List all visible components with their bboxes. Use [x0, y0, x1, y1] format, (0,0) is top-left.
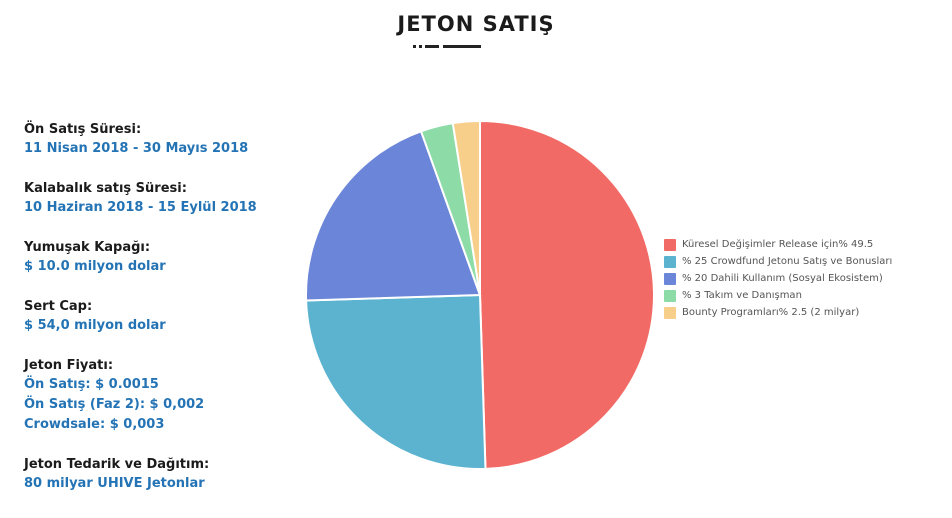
info-block: Jeton Fiyatı: Ön Satış: $ 0.0015 Ön Satış …: [24, 356, 294, 435]
legend-swatch: [664, 290, 676, 302]
legend-swatch: [664, 307, 676, 319]
legend-item: % 3 Takım ve Danışman: [664, 289, 894, 303]
legend-label: Bounty Programları% 2.5 (2 milyar): [682, 307, 860, 318]
chart-legend: Küresel Değişimler Release için% 49.5 % 2…: [664, 238, 894, 323]
info-value: $ 54,0 milyon dolar: [24, 318, 166, 333]
pie-slice-3: [305, 130, 482, 302]
pie-slice-5: [451, 119, 481, 296]
legend-label: % 25 Crowdfund Jetonu Satış ve Bonusları: [682, 256, 893, 267]
info-label: Jeton Tedarik ve Dağıtım:: [24, 457, 210, 472]
page-title: JETON SATIŞ: [397, 12, 555, 36]
legend-label: Küresel Değişimler Release için% 49.5: [682, 239, 874, 250]
info-label: Ön Satış Süresi:: [24, 122, 142, 137]
legend-item: Küresel Değişimler Release için% 49.5: [664, 238, 894, 252]
legend-swatch: [664, 239, 676, 251]
info-value: $ 10.0 milyon dolar: [24, 259, 166, 274]
info-label: Jeton Fiyatı:: [24, 358, 114, 373]
pie-slice-1: [479, 119, 655, 470]
legend-item: Bounty Programları% 2.5 (2 milyar): [664, 306, 894, 320]
info-block: Kalabalık satış Süresi: 10 Haziran 2018 -…: [24, 179, 294, 218]
legend-label: % 20 Dahili Kullanım (Sosyal Ekosistem): [682, 273, 883, 284]
info-value: 11 Nisan 2018 - 30 Mayıs 2018: [24, 141, 249, 156]
legend-swatch: [664, 256, 676, 268]
info-value: Ön Satış: $ 0.0015: [24, 377, 159, 392]
legend-item: % 20 Dahili Kullanım (Sosyal Ekosistem): [664, 272, 894, 286]
info-label: Kalabalık satış Süresi:: [24, 181, 187, 196]
legend-item: % 25 Crowdfund Jetonu Satış ve Bonusları: [664, 255, 894, 269]
token-sale-info: Ön Satış Süresi: 11 Nisan 2018 - 30 Mayıs…: [24, 120, 294, 514]
info-block: Yumuşak Kapağı: $ 10.0 milyon dolar: [24, 238, 294, 277]
info-value: Ön Satış (Faz 2): $ 0,002: [24, 397, 205, 412]
info-value: Crowdsale: $ 0,003: [24, 417, 165, 432]
info-block: Sert Cap: $ 54,0 milyon dolar: [24, 297, 294, 336]
info-label: Yumuşak Kapağı:: [24, 240, 151, 255]
info-value: 10 Haziran 2018 - 15 Eylül 2018: [24, 200, 257, 215]
info-block: Ön Satış Süresi: 11 Nisan 2018 - 30 Mayıs…: [24, 120, 294, 159]
info-value: 80 milyar UHIVE Jetonlar: [24, 476, 205, 491]
pie-chart: [305, 119, 655, 470]
title-underline-decoration: [413, 45, 481, 48]
legend-swatch: [664, 273, 676, 285]
info-label: Sert Cap:: [24, 299, 93, 314]
pie-slice-2: [305, 293, 487, 470]
info-block: Jeton Tedarik ve Dağıtım: 80 milyar UHIVE…: [24, 455, 294, 494]
legend-label: % 3 Takım ve Danışman: [682, 290, 802, 301]
